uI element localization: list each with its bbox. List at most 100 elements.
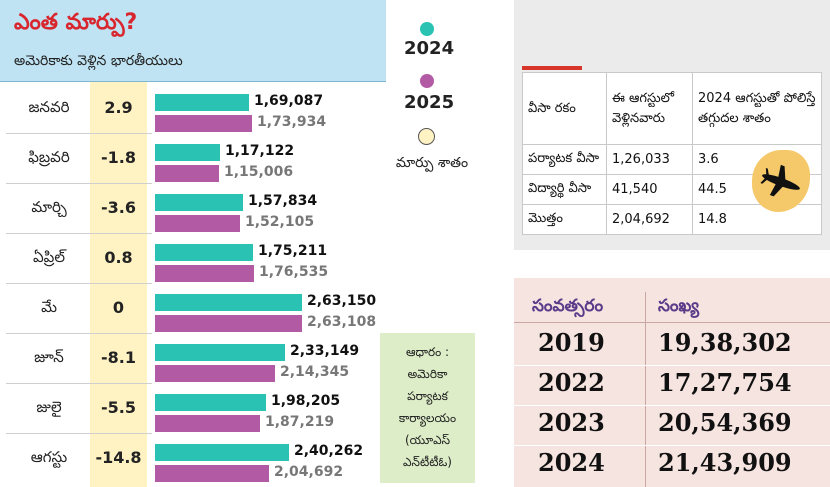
visa-table-row: మొత్తం 2,04,692 14.8 bbox=[522, 204, 822, 235]
month-label: ఫిబ్రవరి bbox=[28, 148, 70, 166]
visa-table-cell: మొత్తం bbox=[522, 204, 607, 235]
value-label-2024: 2,33,149 bbox=[290, 343, 360, 359]
change-percent-value: 2.9 bbox=[104, 98, 133, 117]
value-label-2025: 2,14,345 bbox=[280, 364, 350, 380]
chart-title: ఎంత మార్పు? bbox=[14, 10, 138, 35]
count-cell: 19,38,302 bbox=[658, 328, 792, 357]
row-divider bbox=[6, 183, 152, 184]
year-cell: 2023 bbox=[538, 408, 605, 437]
legend-label-2024: 2024 bbox=[404, 38, 455, 59]
visa-table-header: వీసా రకం bbox=[522, 72, 607, 145]
chart-subtitle: అమెరికాకు వెళ్లిన భారతీయులు bbox=[14, 53, 183, 69]
value-label-2024: 1,17,122 bbox=[225, 143, 295, 159]
bar-2025 bbox=[155, 165, 219, 182]
change-percent-value: -3.6 bbox=[101, 198, 136, 217]
bar-2025 bbox=[155, 265, 254, 282]
bar-2024 bbox=[155, 194, 243, 211]
year-row-divider bbox=[514, 365, 830, 366]
divider bbox=[645, 292, 646, 487]
visa-table-cell: 14.8 bbox=[692, 204, 822, 235]
value-label-2025: 1,52,105 bbox=[245, 214, 315, 230]
year-row-divider bbox=[514, 445, 830, 446]
bar-2024 bbox=[155, 294, 302, 311]
bar-2024 bbox=[155, 94, 249, 111]
bar-2024 bbox=[155, 244, 253, 261]
change-percent-value: -5.5 bbox=[101, 398, 136, 417]
decorative-stripe bbox=[522, 66, 582, 70]
legend-swatch-change bbox=[418, 128, 435, 145]
bar-2025 bbox=[155, 465, 269, 482]
year-cell: 2022 bbox=[538, 368, 605, 397]
month-label: ఆగస్టు bbox=[30, 448, 68, 466]
value-label-2024: 1,69,087 bbox=[254, 93, 324, 109]
legend-swatch-2025 bbox=[420, 74, 434, 88]
month-label: జూన్ bbox=[34, 348, 64, 366]
year-table-header-year: సంవత్సరం bbox=[532, 296, 604, 316]
bar-2025 bbox=[155, 415, 260, 432]
legend-swatch-2024 bbox=[420, 22, 434, 36]
monthly-comparison-chart: ఎంత మార్పు? అమెరికాకు వెళ్లిన భారతీయులు … bbox=[0, 0, 475, 487]
value-label-2025: 2,04,692 bbox=[274, 464, 344, 480]
change-percent-value: -14.8 bbox=[95, 448, 142, 467]
change-percent-value: -1.8 bbox=[101, 148, 136, 167]
yearly-visitors-table bbox=[514, 278, 830, 487]
year-table-header-count: సంఖ్య bbox=[658, 296, 699, 316]
row-divider bbox=[6, 133, 152, 134]
bar-2025 bbox=[155, 315, 302, 332]
airplane-icon-background bbox=[752, 150, 810, 212]
month-label: మార్చి bbox=[31, 198, 67, 216]
count-cell: 17,27,754 bbox=[658, 368, 792, 397]
year-cell: 2024 bbox=[538, 448, 605, 477]
source-text: ఆధారం : అమెరికా పర్యాటక కార్యాలయం (యూఎస్… bbox=[398, 345, 457, 469]
change-percent-column bbox=[90, 82, 147, 487]
value-label-2025: 1,15,006 bbox=[224, 164, 294, 180]
divider bbox=[514, 322, 830, 323]
year-row-divider bbox=[514, 405, 830, 406]
year-cell: 2019 bbox=[538, 328, 605, 357]
row-divider bbox=[6, 383, 152, 384]
value-label-2024: 1,98,205 bbox=[271, 393, 341, 409]
source-note: ఆధారం : అమెరికా పర్యాటక కార్యాలయం (యూఎస్… bbox=[380, 333, 475, 483]
value-label-2024: 2,40,262 bbox=[294, 443, 364, 459]
value-label-2025: 2,63,108 bbox=[307, 314, 377, 330]
visa-table-cell: 41,540 bbox=[606, 174, 693, 205]
row-divider bbox=[6, 283, 152, 284]
change-percent-value: -8.1 bbox=[101, 348, 136, 367]
row-divider bbox=[6, 433, 152, 434]
row-divider bbox=[6, 233, 152, 234]
bar-2024 bbox=[155, 394, 266, 411]
bar-2025 bbox=[155, 215, 240, 232]
visa-table-header: 2024 ఆగస్టుతో పోలిస్తే తగ్గుదల శాతం bbox=[692, 72, 822, 145]
count-cell: 20,54,369 bbox=[658, 408, 792, 437]
chart-header: ఎంత మార్పు? అమెరికాకు వెళ్లిన భారతీయులు bbox=[0, 0, 386, 82]
visa-table-cell: 2,04,692 bbox=[606, 204, 693, 235]
month-label: మే bbox=[41, 298, 57, 316]
month-label: ఏప్రిల్ bbox=[33, 248, 65, 266]
value-label-2025: 1,73,934 bbox=[257, 114, 327, 130]
bar-2025 bbox=[155, 365, 275, 382]
bar-2025 bbox=[155, 115, 252, 132]
bar-2024 bbox=[155, 344, 285, 361]
visa-table-header: ఈ ఆగస్టులో వెళ్లినవారు bbox=[606, 72, 693, 145]
month-label: జులై bbox=[36, 398, 62, 416]
change-percent-value: 0.8 bbox=[104, 248, 133, 267]
legend-label-2025: 2025 bbox=[404, 92, 455, 113]
value-label-2025: 1,76,535 bbox=[259, 264, 329, 280]
visa-table-cell: 1,26,033 bbox=[606, 144, 693, 175]
airplane-icon bbox=[760, 164, 800, 197]
value-label-2024: 2,63,150 bbox=[307, 293, 377, 309]
count-cell: 21,43,909 bbox=[658, 448, 792, 477]
value-label-2025: 1,87,219 bbox=[265, 414, 335, 430]
chart-legend: 2024 2025 మార్పు శాతం bbox=[390, 18, 470, 198]
change-percent-value: 0 bbox=[112, 298, 125, 317]
visa-table-cell: విద్యార్థి వీసా bbox=[522, 174, 607, 205]
legend-label-change: మార్పు శాతం bbox=[395, 155, 469, 171]
month-label: జనవరి bbox=[28, 98, 70, 116]
visa-table-cell: పర్యాటక వీసా bbox=[522, 144, 607, 175]
visa-table-header-row: వీసా రకం ఈ ఆగస్టులో వెళ్లినవారు 2024 ఆగస… bbox=[522, 72, 822, 145]
row-divider bbox=[6, 333, 152, 334]
bar-2024 bbox=[155, 144, 220, 161]
value-label-2024: 1,75,211 bbox=[258, 243, 328, 259]
bar-2024 bbox=[155, 444, 289, 461]
value-label-2024: 1,57,834 bbox=[248, 193, 318, 209]
